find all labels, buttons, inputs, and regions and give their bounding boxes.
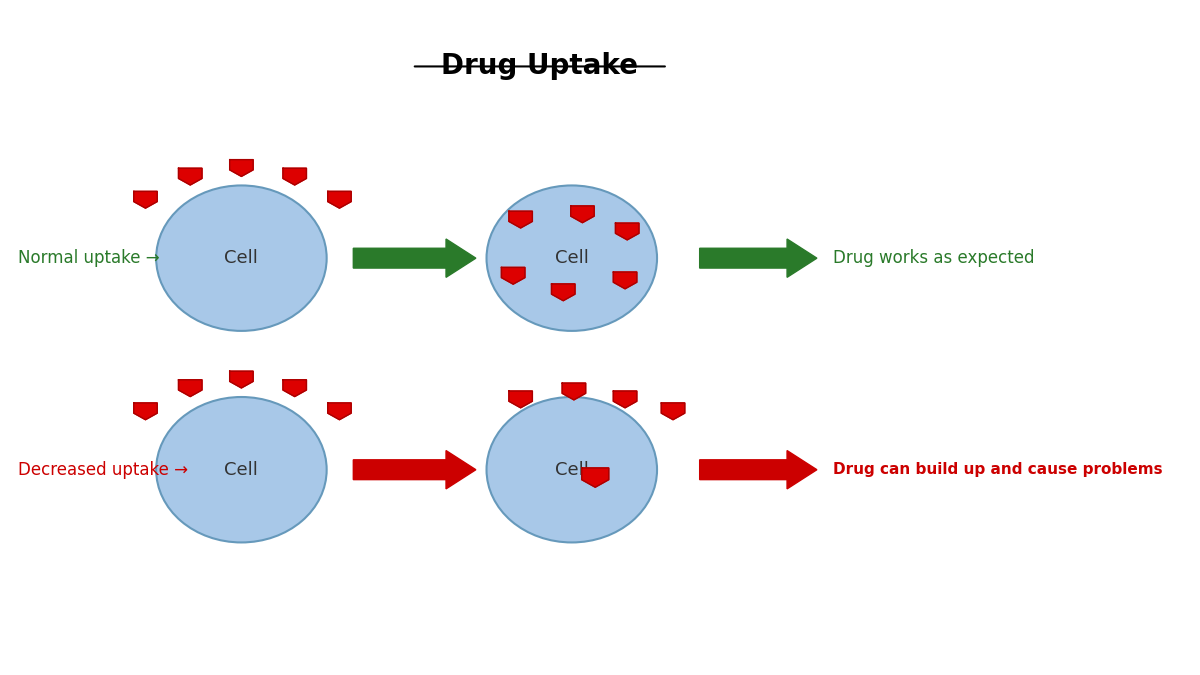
Polygon shape [502,267,524,284]
Ellipse shape [486,186,658,331]
Polygon shape [613,391,637,408]
Polygon shape [133,403,157,420]
Polygon shape [582,468,608,487]
Text: Cell: Cell [554,249,589,267]
FancyArrow shape [700,239,817,277]
Polygon shape [616,223,638,240]
Polygon shape [552,284,575,300]
Polygon shape [661,403,685,420]
Polygon shape [283,168,306,185]
Polygon shape [179,168,202,185]
Ellipse shape [156,397,326,543]
Text: Decreased uptake →: Decreased uptake → [18,461,187,479]
FancyArrow shape [700,450,817,489]
Polygon shape [229,160,253,176]
Text: Drug works as expected: Drug works as expected [833,249,1034,267]
Polygon shape [509,391,533,408]
Text: Cell: Cell [554,461,589,479]
Text: Drug can build up and cause problems: Drug can build up and cause problems [833,462,1163,477]
Polygon shape [283,380,306,396]
Polygon shape [328,192,352,208]
Ellipse shape [156,186,326,331]
Polygon shape [179,380,202,396]
Polygon shape [229,371,253,388]
Polygon shape [613,272,637,289]
Polygon shape [571,206,594,223]
Polygon shape [509,211,533,228]
Text: Cell: Cell [224,461,258,479]
Polygon shape [562,383,586,400]
Polygon shape [328,403,352,420]
FancyArrow shape [353,450,476,489]
Text: Drug Uptake: Drug Uptake [442,53,638,80]
Text: Cell: Cell [224,249,258,267]
Polygon shape [133,192,157,208]
Ellipse shape [486,397,658,543]
Text: Normal uptake →: Normal uptake → [18,249,160,267]
FancyArrow shape [353,239,476,277]
